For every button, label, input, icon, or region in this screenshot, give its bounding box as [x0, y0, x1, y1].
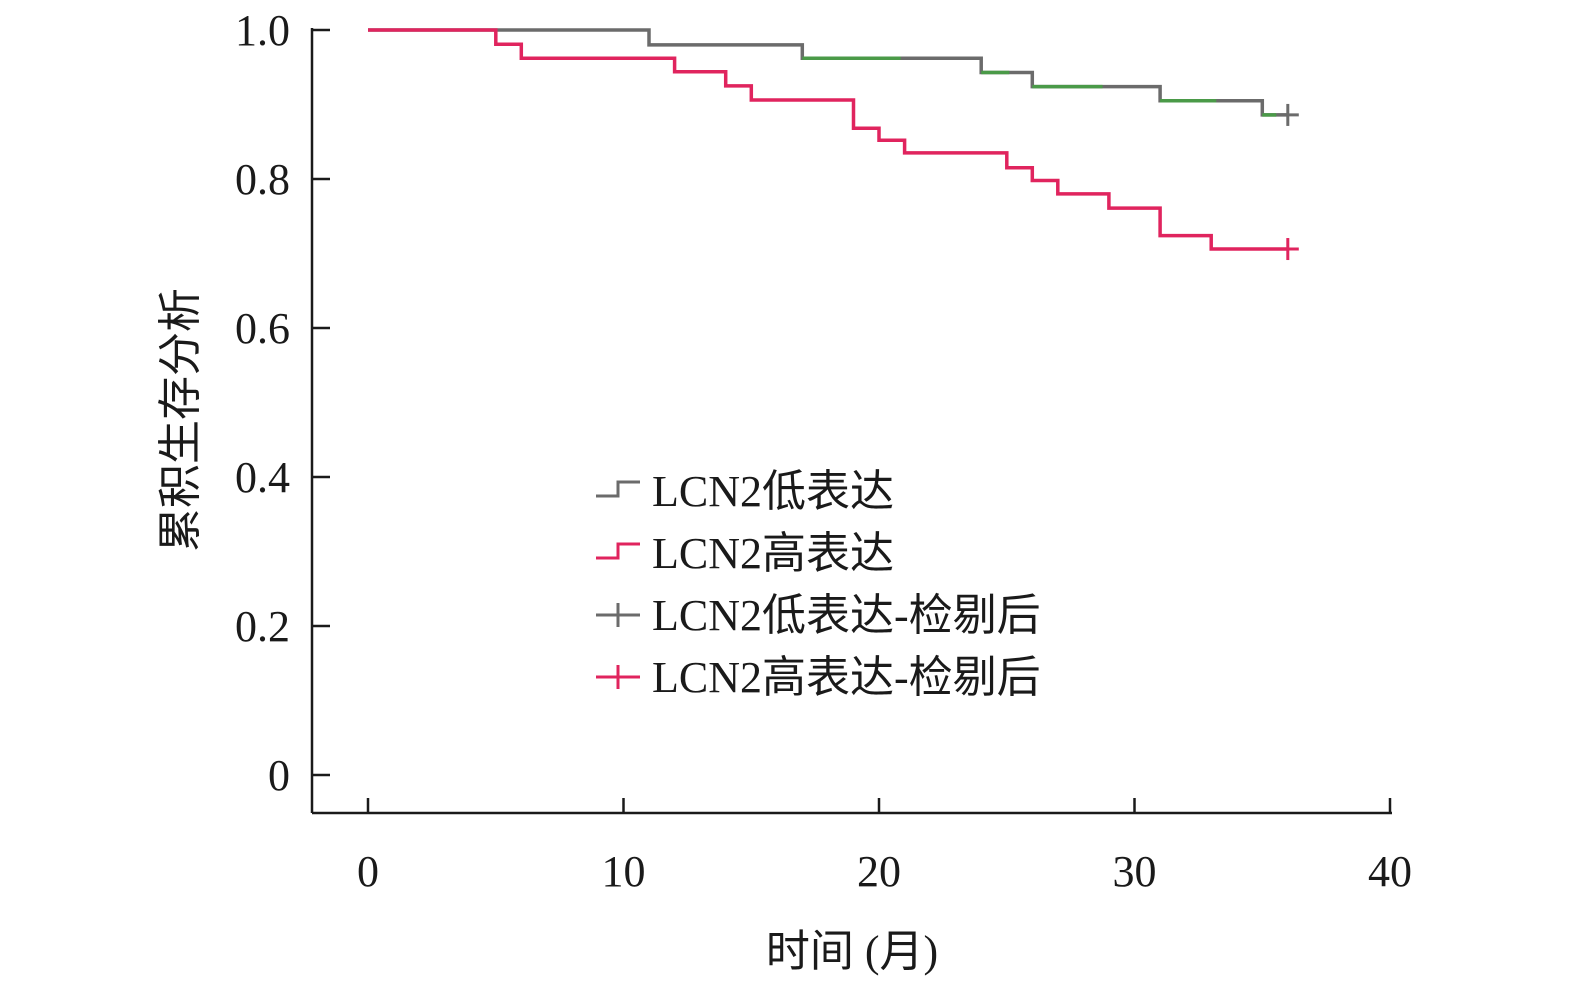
y-tick-label: 0.6	[235, 304, 290, 353]
legend-step-icon	[596, 542, 640, 560]
legend-label: LCN2低表达	[652, 467, 894, 516]
legend: LCN2低表达 LCN2高表达 LCN2低表达-检剔后 LCN2高表达-检剔后	[596, 467, 1041, 702]
y-tick-label: 1.0	[235, 6, 290, 55]
x-axis-label: 时间 (月)	[766, 927, 938, 976]
y-axis-label: 累积生存分析	[156, 288, 205, 552]
axes	[310, 28, 1392, 815]
legend-label: LCN2低表达-检剔后	[652, 591, 1041, 640]
legend-item: LCN2低表达-检剔后	[596, 591, 1041, 640]
series-high	[368, 28, 1299, 261]
x-tick-label: 40	[1368, 847, 1412, 896]
x-tick-label: 30	[1113, 847, 1157, 896]
y-tick-label: 0.2	[235, 602, 290, 651]
series-line	[368, 28, 1288, 251]
legend-label: LCN2高表达-检剔后	[652, 653, 1041, 702]
legend-label: LCN2高表达	[652, 529, 894, 578]
y-ticks: 0 0.2 0.4 0.6 0.8 1.0	[235, 6, 330, 800]
y-tick-label: 0.8	[235, 155, 290, 204]
y-tick-label: 0	[268, 751, 290, 800]
series-low	[368, 28, 1299, 126]
x-tick-label: 20	[857, 847, 901, 896]
series-layer	[368, 28, 1299, 261]
legend-item: LCN2高表达	[596, 529, 894, 578]
x-tick-label: 10	[602, 847, 646, 896]
legend-item: LCN2高表达-检剔后	[596, 653, 1041, 702]
legend-step-icon	[596, 480, 640, 498]
legend-item: LCN2低表达	[596, 467, 894, 516]
y-tick-label: 0.4	[235, 453, 290, 502]
x-tick-label: 0	[357, 847, 379, 896]
x-ticks: 0 10 20 30 40	[357, 798, 1412, 896]
